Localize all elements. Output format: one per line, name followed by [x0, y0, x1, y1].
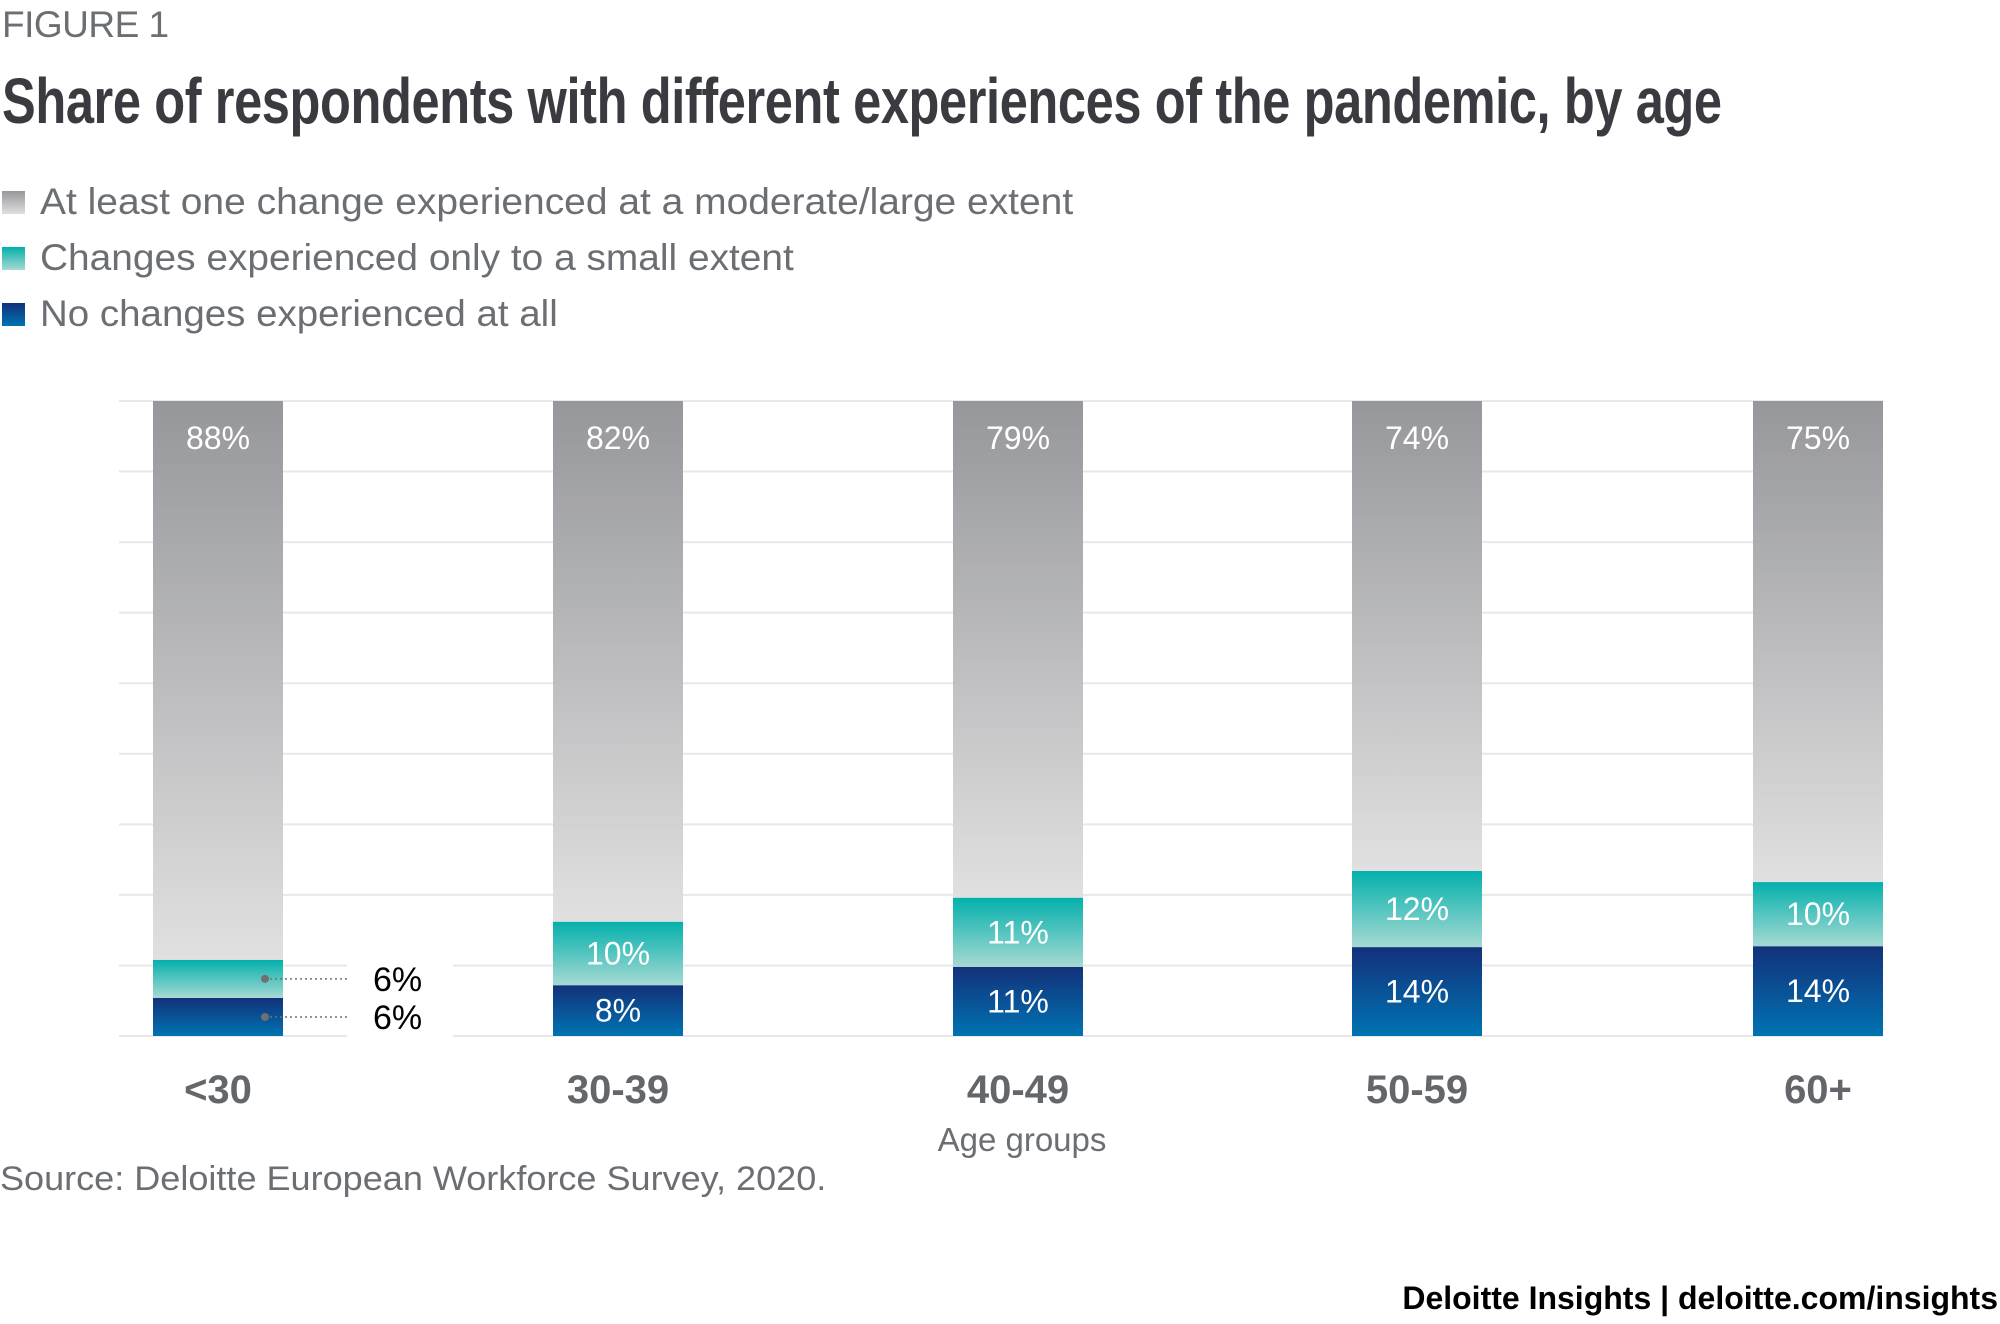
data-label-small: 6%: [373, 961, 422, 999]
bar-segment-none: [953, 966, 1083, 1036]
data-label-moderate_large: 79%: [986, 420, 1050, 456]
legend-label: No changes experienced at all: [40, 293, 558, 334]
legend-swatch-none: [2, 302, 25, 326]
data-label-small: 12%: [1385, 891, 1449, 927]
category-labels: <30 30-39 40-49 50-59 60+: [184, 1068, 1852, 1112]
legend-swatch-small: [2, 246, 25, 270]
category-label: 60+: [1784, 1068, 1852, 1112]
data-label-small: 10%: [1786, 896, 1850, 932]
bar-segment-small: [1352, 870, 1482, 948]
bar-segment-moderate_large: [553, 401, 683, 922]
category-label: 50-59: [1366, 1068, 1468, 1112]
data-label-none: 14%: [1786, 973, 1850, 1009]
data-label-moderate_large: 82%: [586, 420, 650, 456]
data-label-moderate_large: 74%: [1385, 420, 1449, 456]
data-label-moderate_large: 75%: [1786, 420, 1850, 456]
data-label-moderate_large: 88%: [186, 420, 250, 456]
data-label-small: 10%: [586, 935, 650, 971]
source-note: Source: Deloitte European Workforce Surv…: [0, 1160, 827, 1198]
bars: 6%6% 88% 8% 10% 82% 11% 11% 79% 14% 12% 74% 14% 10% 7…: [153, 401, 1883, 1037]
data-label-small: 11%: [987, 914, 1049, 950]
bar-segment-moderate_large: [953, 401, 1083, 898]
bar-segment-none: [1753, 946, 1883, 1036]
bar-segment-small: [953, 897, 1083, 967]
data-label-none: 6%: [373, 999, 422, 1037]
legend-swatch-moderate-large: [2, 190, 25, 214]
bar-segment-moderate_large: [153, 401, 283, 960]
legend-label: At least one change experienced at a mod…: [40, 181, 1074, 222]
chart-title: Share of respondents with different expe…: [2, 65, 1722, 137]
label-backdrop: [347, 958, 453, 999]
bar-segment-small: [1753, 882, 1883, 947]
bar-segment-moderate_large: [1352, 401, 1482, 871]
legend-item-small: Changes experienced only to a small exte…: [2, 237, 794, 278]
data-label-none: 11%: [987, 983, 1049, 1019]
category-label: 30-39: [567, 1068, 669, 1112]
category-label: 40-49: [967, 1068, 1069, 1112]
bar-segment-none: [553, 985, 683, 1036]
legend-label: Changes experienced only to a small exte…: [40, 237, 794, 278]
data-label-none: 14%: [1385, 974, 1449, 1010]
bar-segment-moderate_large: [1753, 401, 1883, 883]
category-label: <30: [184, 1068, 252, 1112]
bar-segment-none: [1352, 947, 1482, 1036]
data-label-none: 8%: [595, 993, 641, 1029]
legend-item-none: No changes experienced at all: [2, 293, 558, 334]
figure-label: FIGURE 1: [2, 4, 169, 45]
footer-credit: Deloitte Insights | deloitte.com/insight…: [1402, 1280, 1998, 1316]
label-backdrop: [347, 996, 453, 1037]
bar-segment-small: [553, 921, 683, 986]
legend-item-moderate-large: At least one change experienced at a mod…: [2, 181, 1073, 222]
x-axis-title: Age groups: [938, 1121, 1107, 1158]
